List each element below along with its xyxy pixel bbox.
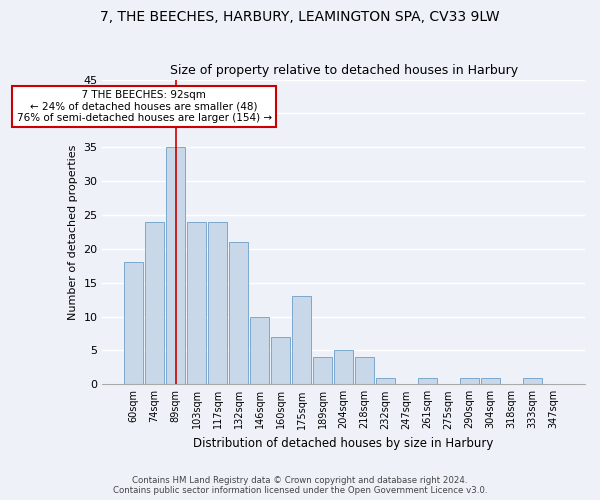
Bar [481,378,500,384]
Bar [292,296,311,384]
Bar [523,378,542,384]
Bar [313,357,332,384]
Bar [208,222,227,384]
Bar [145,222,164,384]
Text: 7, THE BEECHES, HARBURY, LEAMINGTON SPA, CV33 9LW: 7, THE BEECHES, HARBURY, LEAMINGTON SPA,… [100,10,500,24]
Bar [229,242,248,384]
Bar [460,378,479,384]
Bar [250,316,269,384]
Title: Size of property relative to detached houses in Harbury: Size of property relative to detached ho… [170,64,518,77]
Text: 7 THE BEECHES: 92sqm  
← 24% of detached houses are smaller (48)
76% of semi-det: 7 THE BEECHES: 92sqm ← 24% of detached h… [17,90,272,123]
Bar [124,262,143,384]
Bar [355,357,374,384]
Bar [334,350,353,384]
X-axis label: Distribution of detached houses by size in Harbury: Distribution of detached houses by size … [193,437,494,450]
Bar [187,222,206,384]
Bar [166,148,185,384]
Text: Contains HM Land Registry data © Crown copyright and database right 2024.
Contai: Contains HM Land Registry data © Crown c… [113,476,487,495]
Bar [271,337,290,384]
Bar [376,378,395,384]
Y-axis label: Number of detached properties: Number of detached properties [68,144,77,320]
Bar [418,378,437,384]
